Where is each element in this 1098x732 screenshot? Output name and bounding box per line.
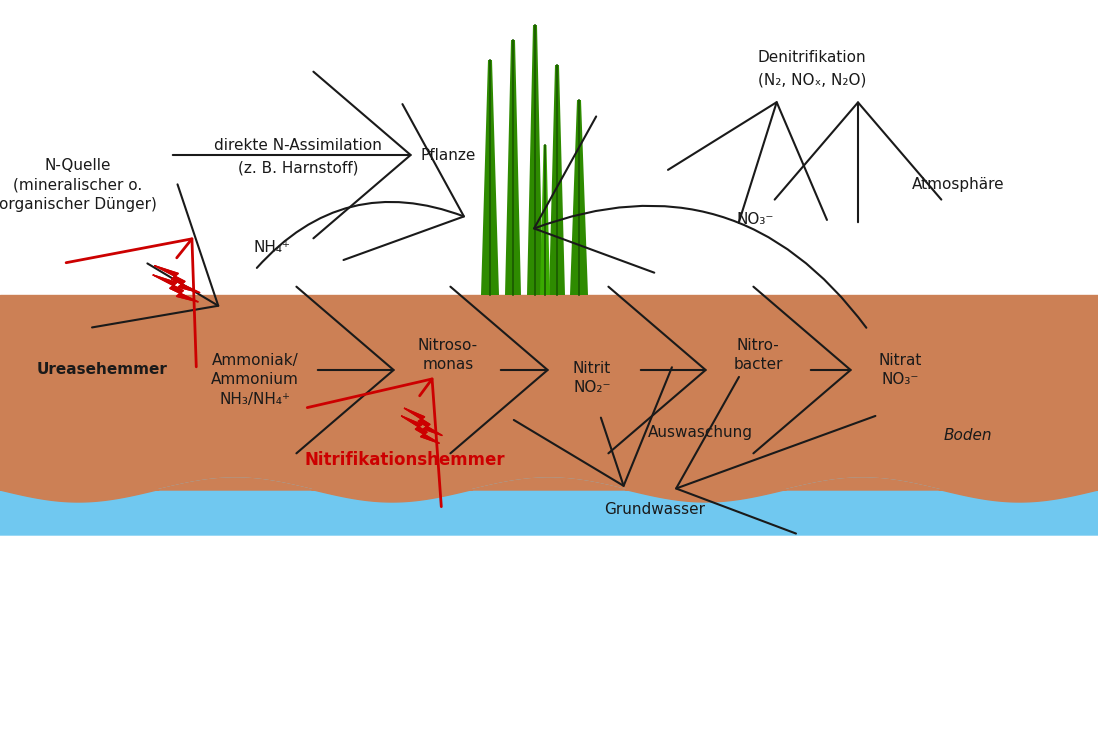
- Polygon shape: [402, 417, 439, 444]
- Polygon shape: [505, 40, 520, 295]
- Text: Nitroso-
monas: Nitroso- monas: [418, 337, 478, 373]
- Polygon shape: [405, 408, 442, 436]
- Text: (N₂, NOₓ, N₂O): (N₂, NOₓ, N₂O): [758, 72, 866, 88]
- Polygon shape: [154, 275, 198, 302]
- Text: Nitrat
NO₃⁻: Nitrat NO₃⁻: [878, 353, 921, 387]
- Text: Grundwasser: Grundwasser: [605, 502, 706, 518]
- Text: Boden: Boden: [944, 427, 993, 443]
- Text: direkte N-Assimilation: direkte N-Assimilation: [214, 138, 382, 152]
- Text: N-Quelle
(mineralischer o.
organischer Dünger): N-Quelle (mineralischer o. organischer D…: [0, 157, 157, 212]
- Polygon shape: [481, 60, 498, 295]
- Polygon shape: [527, 25, 544, 295]
- Text: Nitrifikationshemmer: Nitrifikationshemmer: [304, 451, 505, 469]
- Text: NH₄⁺: NH₄⁺: [254, 241, 291, 255]
- Polygon shape: [549, 65, 565, 295]
- Polygon shape: [570, 100, 589, 295]
- Text: NO₃⁻: NO₃⁻: [737, 212, 774, 228]
- Text: Nitrit
NO₂⁻: Nitrit NO₂⁻: [573, 361, 612, 395]
- Text: Auswaschung: Auswaschung: [648, 425, 752, 439]
- Text: Nitro-
bacter: Nitro- bacter: [733, 337, 783, 373]
- Text: Ureasehemmer: Ureasehemmer: [36, 362, 167, 378]
- Text: (z. B. Harnstoff): (z. B. Harnstoff): [238, 160, 358, 176]
- Text: Pflanze: Pflanze: [421, 148, 475, 163]
- Text: Denitrifikation: Denitrifikation: [758, 51, 866, 65]
- Polygon shape: [540, 145, 550, 295]
- Polygon shape: [155, 266, 200, 293]
- Text: Ammoniak/
Ammonium
NH₃/NH₄⁺: Ammoniak/ Ammonium NH₃/NH₄⁺: [211, 353, 299, 407]
- Text: Atmosphäre: Atmosphäre: [911, 177, 1005, 193]
